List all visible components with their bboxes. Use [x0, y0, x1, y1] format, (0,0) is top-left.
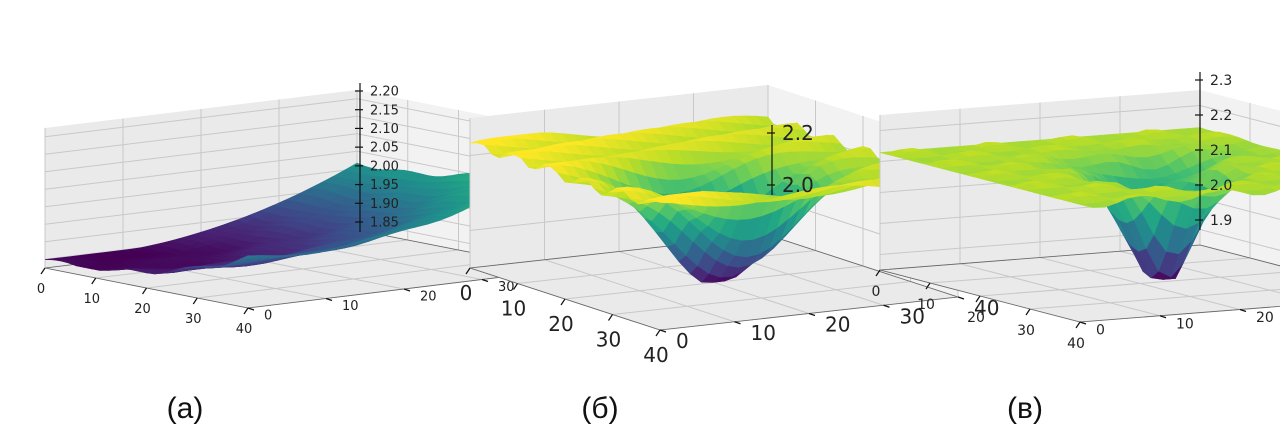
y-tick-mark [957, 296, 965, 300]
y-tick-label: 30 [498, 280, 515, 295]
x-tick-mark [1025, 308, 1031, 316]
z-tick-label: 2.05 [370, 141, 399, 156]
y-tick-mark [1159, 315, 1167, 319]
x-tick-mark [142, 287, 147, 295]
x-tick-label: 20 [548, 312, 573, 336]
y-tick-label: 20 [420, 290, 437, 305]
z-tick-label: 2.00 [370, 159, 399, 174]
z-tick-label: 2.2 [1210, 108, 1232, 124]
surface-plot-3: 0102030400102030401.92.02.12.22.3(в) [872, 72, 1280, 425]
surface-patch [1072, 202, 1093, 208]
back-grid-line [1199, 105, 1280, 127]
x-tick-mark [465, 267, 471, 275]
floor-grid-line [618, 251, 810, 314]
y-tick-mark [403, 288, 411, 292]
y-tick-mark [883, 304, 890, 308]
x-tick-label: 30 [185, 312, 202, 327]
panel-caption: (б) [581, 392, 618, 425]
z-tick-label: 2.10 [370, 122, 399, 137]
z-tick-label: 2.0 [1210, 178, 1232, 194]
left-grid-line [44, 115, 358, 155]
x-tick-mark [243, 307, 249, 315]
x-tick-label: 20 [134, 302, 151, 317]
x-tick-mark [513, 283, 518, 290]
x-tick-label: 40 [1067, 336, 1085, 352]
z-tick-label: 1.85 [370, 216, 399, 231]
y-tick-label: 10 [751, 321, 776, 345]
z-tick-label: 2.20 [370, 85, 399, 100]
x-tick-mark [925, 282, 931, 290]
z-tick-label: 1.9 [1210, 213, 1232, 229]
y-tick-label: 30 [900, 304, 925, 328]
back-grid-line [1199, 198, 1280, 220]
y-tick-mark [481, 278, 489, 283]
x-tick-mark [192, 297, 198, 305]
left-grid-line [44, 168, 358, 208]
x-tick-mark [875, 269, 881, 277]
z-tick-label: 2.15 [370, 103, 399, 118]
left-grid-line [44, 150, 358, 190]
y-tick-mark [1239, 308, 1247, 313]
y-tick-mark [247, 307, 255, 311]
x-tick-label: 30 [1017, 323, 1035, 339]
x-tick-label: 0 [37, 282, 45, 297]
x-tick-mark [608, 314, 613, 321]
x-tick-label: 20 [967, 310, 985, 326]
surface-patch [652, 198, 672, 204]
panel-caption: (в) [1007, 392, 1043, 425]
left-grid-line [44, 133, 358, 173]
left-grid-line [44, 98, 358, 138]
floor-edge [879, 244, 1280, 323]
y-tick-label: 20 [825, 313, 850, 337]
z-tick-label: 1.90 [370, 197, 399, 212]
y-tick-mark [734, 321, 741, 325]
x-tick-label: 30 [596, 328, 621, 352]
y-tick-mark [659, 329, 667, 333]
y-tick-label: 10 [342, 299, 359, 314]
y-tick-mark [325, 297, 333, 302]
x-tick-label: 10 [917, 297, 935, 313]
x-tick-label: 0 [872, 284, 881, 300]
y-tick-mark [808, 312, 816, 317]
back-grid-line [1199, 229, 1280, 251]
y-tick-label: 10 [1176, 316, 1194, 332]
z-tick-label: 2.3 [1210, 73, 1232, 89]
x-tick-mark [560, 298, 566, 306]
y-tick-mark [1079, 321, 1087, 325]
x-tick-mark [40, 267, 46, 275]
x-tick-label: 10 [501, 297, 526, 321]
x-tick-label: 0 [460, 281, 473, 305]
x-tick-label: 10 [83, 292, 100, 307]
y-tick-label: 0 [676, 329, 689, 353]
y-tick-label: 0 [1096, 323, 1105, 339]
z-tick-label: 1.95 [370, 178, 399, 193]
y-tick-label: 20 [1256, 310, 1274, 326]
x-tick-mark [91, 277, 97, 285]
x-tick-label: 40 [643, 343, 668, 367]
z-tick-label: 2.1 [1210, 143, 1232, 159]
z-tick-label: 2.0 [782, 173, 814, 197]
panel-caption: (а) [167, 392, 204, 425]
y-tick-label: 0 [264, 309, 272, 324]
left-grid-line [879, 105, 1201, 131]
x-tick-label: 40 [236, 322, 253, 337]
floor-grid-line [1039, 257, 1241, 310]
surface-patch [240, 255, 261, 260]
z-tick-label: 2.2 [782, 121, 814, 145]
x-tick-mark [975, 295, 981, 303]
floor-grid-line [1029, 288, 1280, 310]
x-tick-mark [1075, 321, 1081, 329]
floor-grid-line [197, 259, 510, 299]
x-tick-mark [655, 329, 661, 337]
floor-grid-line [612, 281, 911, 315]
